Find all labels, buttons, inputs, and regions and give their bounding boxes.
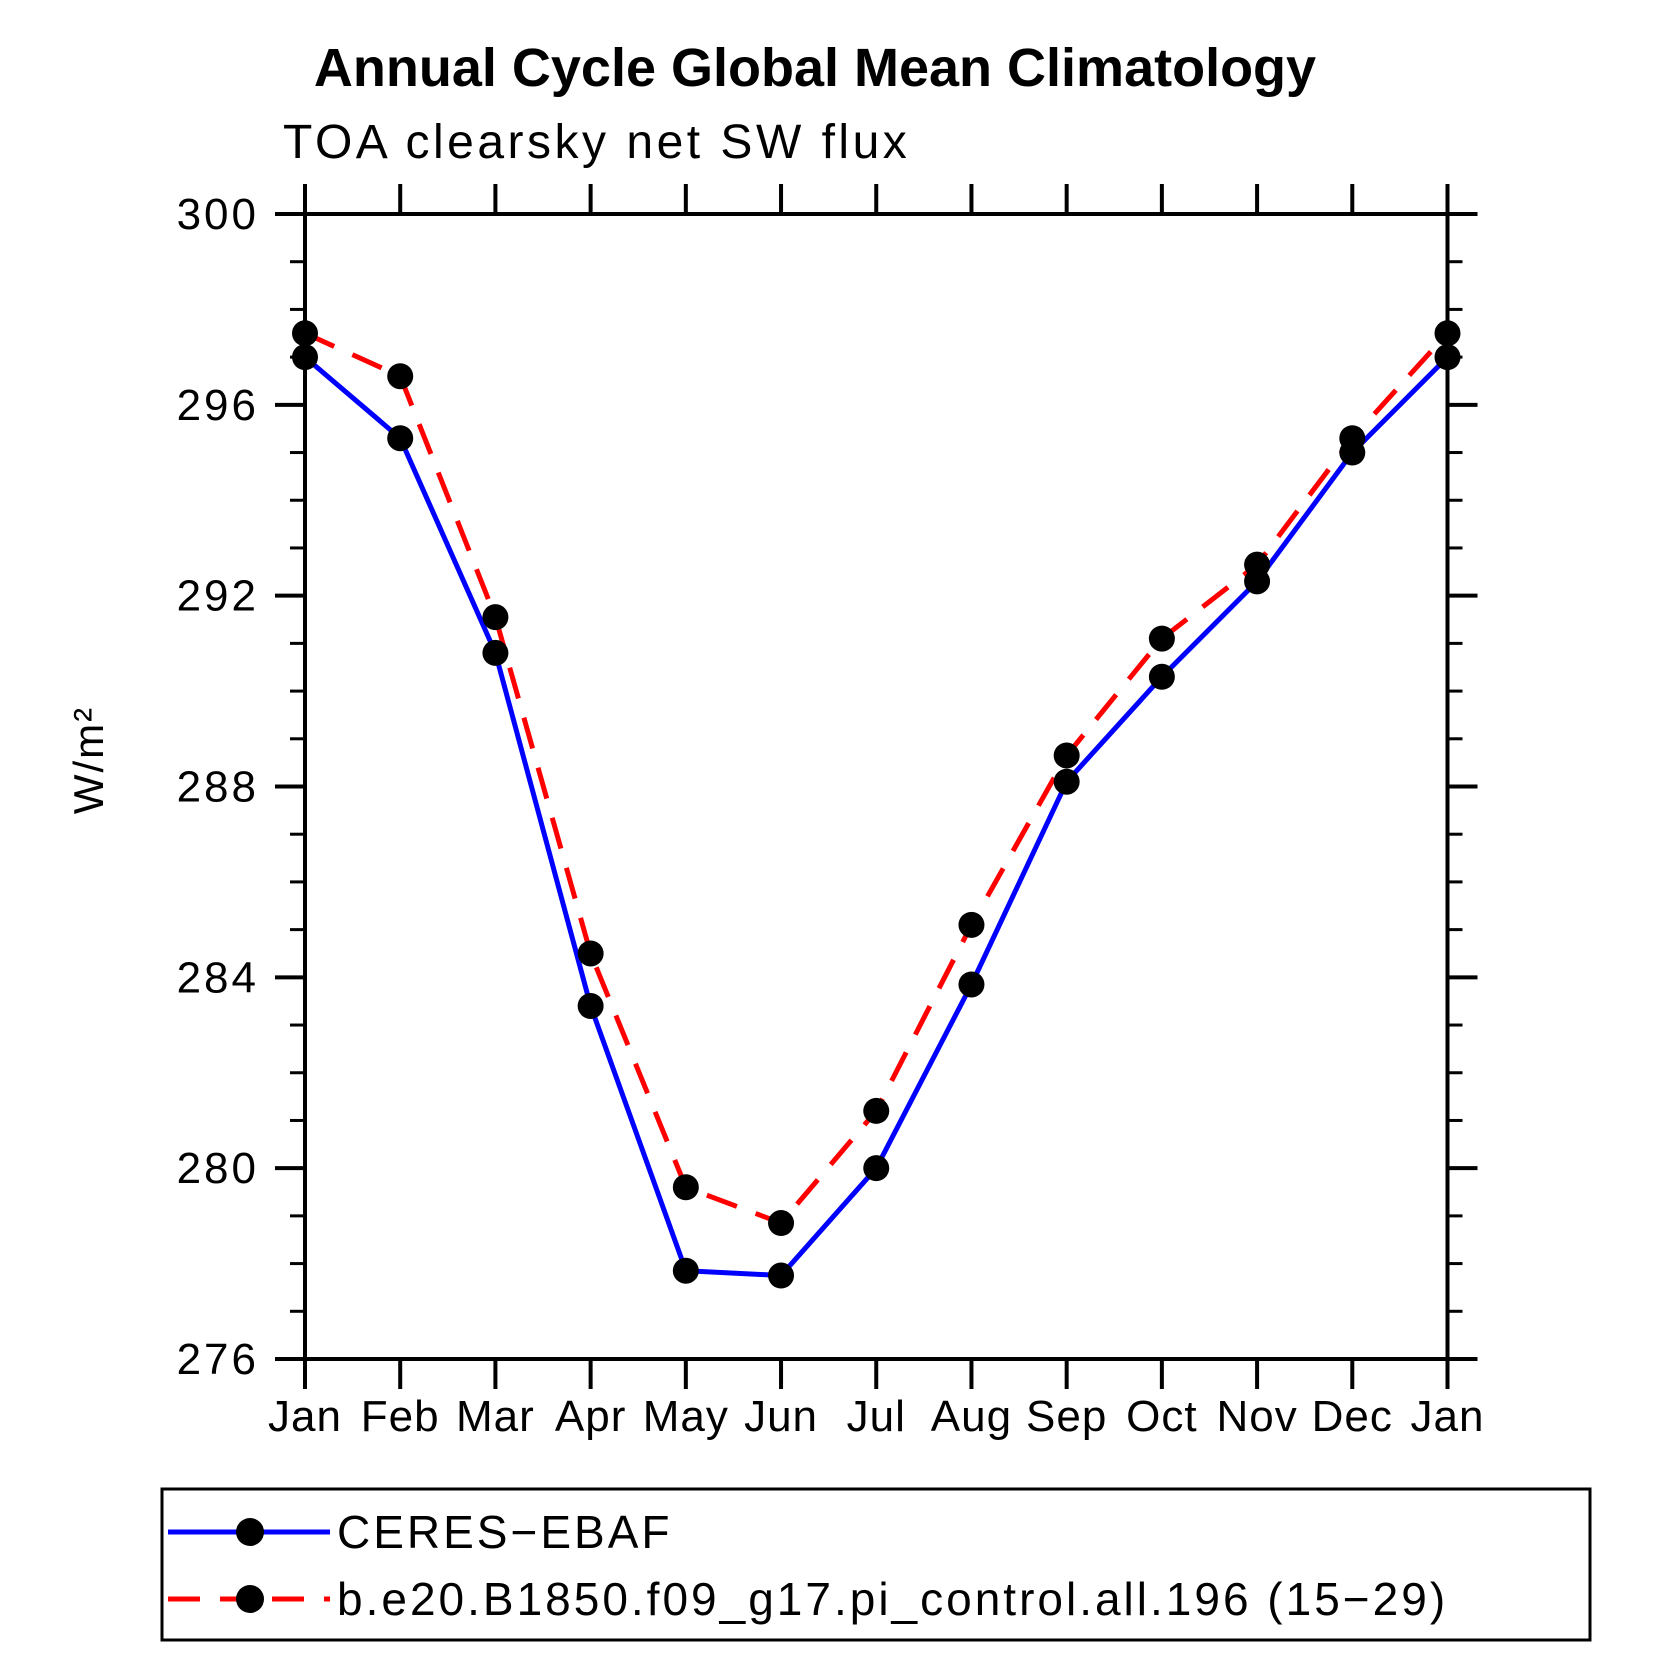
x-tick-label: Jun [744,1392,818,1441]
y-tick-label: 296 [177,381,259,430]
x-tick-label: Jan [268,1392,342,1441]
x-tick-label: Aug [931,1392,1012,1441]
data-point-marker [292,320,318,347]
legend-entry-model: b.e20.B1850.f09_g17.pi_control.all.196 (… [168,1573,1448,1625]
x-tick-label: May [643,1392,729,1441]
y-tick-label: 292 [177,572,259,621]
x-tick-label: Feb [361,1392,440,1441]
x-tick-label: Dec [1312,1392,1393,1441]
data-point-marker [1339,425,1366,452]
data-point-marker [292,344,318,371]
plot-frame [303,212,1450,1361]
y-tick-label: 280 [177,1144,259,1193]
data-point-marker [958,971,985,998]
data-point-marker [768,1262,795,1289]
data-point-marker [387,425,414,452]
plot-markers [292,320,1461,1289]
series-line-0 [303,355,1450,1279]
data-point-marker [1053,768,1080,795]
data-point-marker [482,639,509,666]
data-point-marker [1148,663,1175,690]
data-point-marker [672,1174,699,1201]
data-point-marker [1148,625,1175,652]
data-point-marker [672,1257,699,1284]
data-point-marker [768,1210,795,1237]
axes: 276 280 284 288 292 296 300 Jan Feb Mar Apr May Jun J… [177,184,1485,1441]
legend-label-0: CERES−EBAF [337,1506,673,1558]
y-tick-label: 284 [177,953,259,1002]
x-tick-label: Nov [1216,1392,1297,1441]
data-point-marker [1434,320,1461,347]
legend-marker-1 [236,1585,264,1613]
legend-label-1: b.e20.B1850.f09_g17.pi_control.all.196 (… [337,1573,1448,1625]
data-point-marker [863,1097,890,1124]
data-point-marker [482,604,509,631]
data-point-marker [577,940,604,967]
x-tick-label: Sep [1026,1392,1107,1441]
x-tick-label: Oct [1126,1392,1197,1441]
chart-title: Annual Cycle Global Mean Climatology [314,38,1316,98]
y-tick-label: 288 [177,763,259,812]
x-tick-label: Jan [1411,1392,1485,1441]
data-point-marker [1244,551,1271,578]
y-axis-label: W/m² [65,706,112,814]
data-point-marker [1053,742,1080,769]
y-tick-label: 300 [177,190,259,239]
x-tick-label: Mar [456,1392,535,1441]
x-tick-label: Jul [847,1392,906,1441]
data-point-marker [958,911,985,938]
y-tick-label: 276 [177,1335,259,1384]
chart-subtitle: TOA clearsky net SW flux [283,116,910,169]
x-tick-label: Apr [555,1392,626,1441]
data-point-marker [1434,344,1461,371]
legend-marker-0 [236,1518,264,1546]
data-point-marker [863,1155,890,1182]
data-point-marker [577,992,604,1019]
legend: CERES−EBAF b.e20.B1850.f09_g17.pi_contro… [160,1487,1592,1642]
plot-series [303,330,1450,1279]
legend-box [160,1487,1592,1642]
data-point-marker [387,363,414,390]
legend-entry-ceres: CERES−EBAF [168,1506,673,1558]
series-line-1 [303,330,1450,1226]
